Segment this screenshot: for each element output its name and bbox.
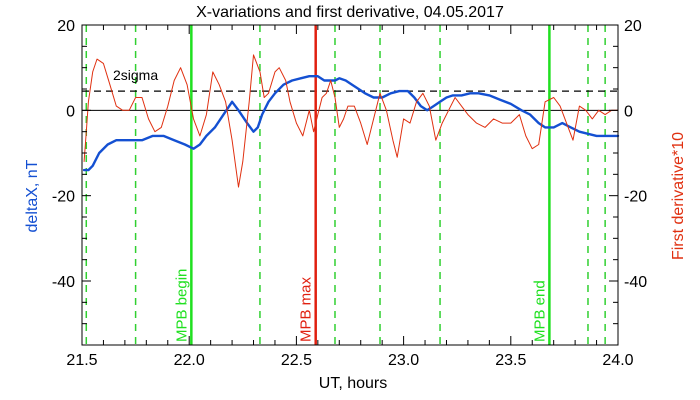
y-axis-left-label: deltaX, nT	[24, 159, 41, 232]
dashed-lines	[85, 25, 606, 345]
y-tick-label-left: -40	[52, 274, 75, 291]
event-markers: MPB begin MPB max MPB end	[173, 25, 551, 345]
series-layer	[82, 54, 620, 188]
x-axis-label: UT, hours	[319, 375, 387, 392]
threshold-lines: 2sigma	[82, 67, 618, 111]
y-axis-right-label: First derivative*10	[670, 132, 687, 260]
x-tick-label: 23.5	[495, 352, 526, 369]
y-tick-label-left: 0	[66, 103, 75, 120]
y-tick-label-left: -20	[52, 189, 75, 206]
y-tick-label-right: 0	[624, 103, 633, 120]
series-line-derivative	[83, 54, 619, 188]
y-tick-label-right: 20	[624, 18, 642, 35]
axes-layer: 21.5 22.0 22.5 23.0 23.5 24.0 20 0 -20 -40 20 0 -20 -…	[52, 18, 647, 369]
y-tick-label-right: -20	[624, 189, 647, 206]
series-line-deltaX	[82, 74, 620, 172]
event-marker-label: MPB end	[531, 280, 548, 342]
y-tick-label-left: 20	[57, 18, 75, 35]
x-tick-label: 22.0	[174, 352, 205, 369]
x-tick-label: 22.5	[281, 352, 312, 369]
x-tick-label: 24.0	[602, 352, 633, 369]
threshold-label: 2sigma	[113, 67, 158, 83]
plot-frame	[81, 24, 619, 346]
event-marker-label: MPB max	[298, 276, 315, 342]
event-marker-label: MPB begin	[173, 269, 190, 342]
x-tick-label: 23.0	[388, 352, 419, 369]
y-tick-label-right: -40	[624, 274, 647, 291]
x-tick-label: 21.5	[66, 352, 97, 369]
chart-title: X-variations and first derivative, 04.05…	[196, 4, 504, 21]
